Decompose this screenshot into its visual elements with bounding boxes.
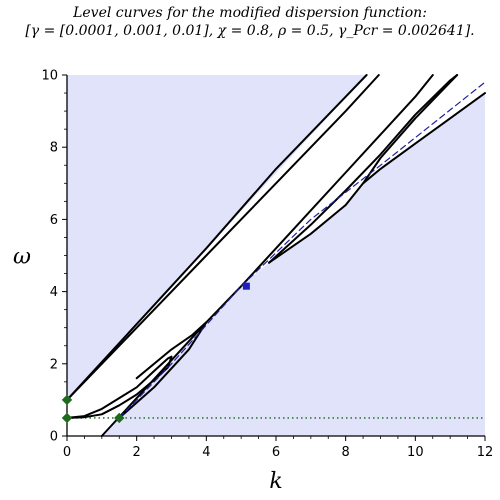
blue-curve-9 [118,81,486,419]
y-tick-label-4: 4 [50,285,58,300]
x-tick-label-4: 4 [202,445,210,460]
shaded-regions [67,75,486,436]
y-tick-label-0: 0 [50,430,58,445]
level-curve-1 [66,74,380,401]
y-tick-label-10: 10 [41,69,58,84]
x-axis-label: k [269,469,282,494]
shaded-region-1 [67,75,367,418]
y-axis-label: ω [13,245,31,270]
x-tick-label-6: 6 [272,445,280,460]
x-tick-label-2: 2 [133,445,141,460]
marker-square-4 [242,282,250,290]
y-tick-label-2: 2 [50,357,58,372]
marker-diamond-1 [61,394,73,406]
x-tick-label-12: 12 [477,445,494,460]
level-curve-6 [268,92,486,264]
axes: 0 2 4 6 8 10 12 0 2 4 6 8 10 [41,69,493,461]
level-curve-8 [268,74,459,264]
level-curves [66,74,486,437]
x-tick-label-10: 10 [407,445,424,460]
level-curve-2 [66,74,368,401]
chart-title-line2: [γ = [0.0001, 0.001, 0.01], χ = 0.8, ρ =… [25,23,475,39]
marker-diamond-3 [114,412,125,424]
y-tick-label-8: 8 [50,141,58,156]
x-tick-label-8: 8 [342,445,350,460]
shaded-region-2 [101,93,486,436]
level-curve-5 [100,74,434,437]
chart-title-line1: Level curves for the modified dispersion… [73,5,427,21]
marker-diamond-2 [61,412,73,424]
x-tick-label-0: 0 [63,445,71,460]
y-tick-label-6: 6 [50,213,58,228]
markers [61,282,250,424]
